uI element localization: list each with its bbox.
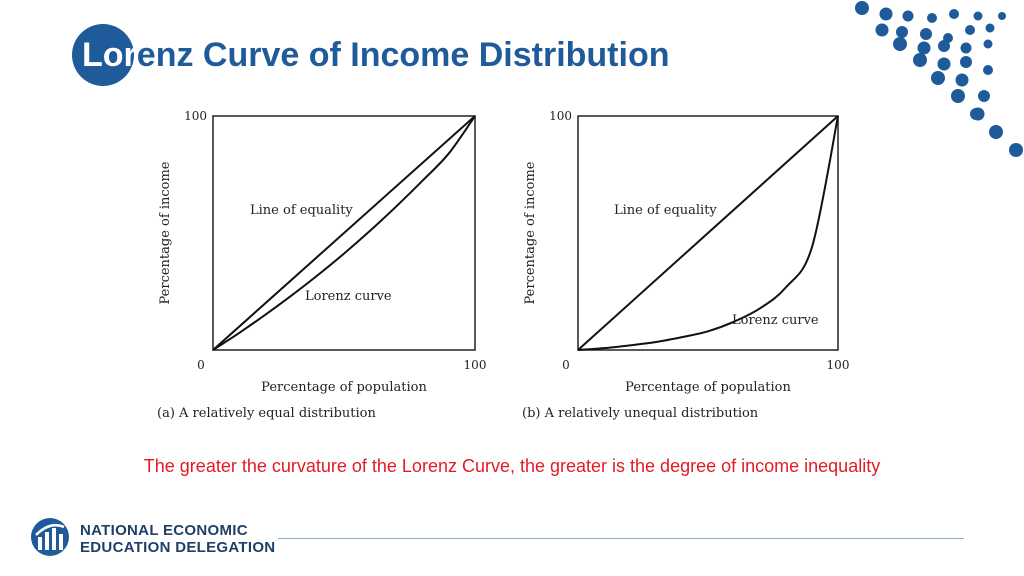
chart-a-lorenz-curve xyxy=(212,115,476,351)
decor-dot xyxy=(1009,143,1023,157)
decor-dot xyxy=(985,23,995,33)
decor-dot xyxy=(913,53,927,67)
chart-a-y-axis-label: Percentage of income xyxy=(158,161,173,304)
footer-divider xyxy=(278,538,964,539)
decor-dot xyxy=(949,9,959,19)
chart-b-annotation-equality: Line of equality xyxy=(614,203,717,218)
org-name-line-1: NATIONAL ECONOMIC xyxy=(80,522,248,539)
chart-b-x-axis-label: Percentage of population xyxy=(625,380,791,395)
decor-dot xyxy=(970,108,982,120)
decor-dot xyxy=(855,1,869,15)
org-name: NATIONAL ECONOMIC EDUCATION DELEGATION xyxy=(80,522,275,556)
decor-dot xyxy=(989,125,1003,139)
dot-pattern-decoration xyxy=(855,1,1023,157)
decor-dot xyxy=(893,37,907,51)
chart-b-x-tick-100: 100 xyxy=(827,358,850,372)
chart-a-annotation-lorenz: Lorenz curve xyxy=(305,289,392,304)
page-title-first: Lor xyxy=(82,36,137,74)
chart-equal-distribution: 100 0 100 Percentage of income Percentag… xyxy=(150,104,490,424)
chart-unequal-distribution: 100 0 100 Percentage of income Percentag… xyxy=(520,104,860,424)
chart-a-frame xyxy=(212,115,476,351)
decor-dot xyxy=(917,41,931,55)
chart-a-annotation-equality: Line of equality xyxy=(250,203,353,218)
decor-dot xyxy=(920,28,932,40)
decor-dot xyxy=(973,11,983,21)
chart-a-x-tick-100: 100 xyxy=(464,358,487,372)
chart-b-x-tick-0: 0 xyxy=(562,358,570,372)
decor-dot xyxy=(896,26,908,38)
decor-dot xyxy=(965,25,975,35)
decor-dot xyxy=(983,39,993,49)
chart-b-frame xyxy=(577,115,839,351)
chart-a-line-of-equality xyxy=(212,115,476,351)
page-title: Lorenz Curve of Income Distribution xyxy=(82,38,670,72)
decor-dot xyxy=(875,23,889,37)
chart-a-caption: (a) A relatively equal distribution xyxy=(157,406,376,421)
chart-a-x-axis-label: Percentage of population xyxy=(261,380,427,395)
title-accent-circle xyxy=(72,24,134,86)
decor-dot xyxy=(983,65,993,75)
chart-b-lorenz-curve xyxy=(577,115,839,351)
inequality-note: The greater the curvature of the Lorenz … xyxy=(143,456,881,476)
chart-b-line-of-equality xyxy=(577,115,839,351)
decor-dot xyxy=(937,57,951,71)
chart-b-caption: (b) A relatively unequal distribution xyxy=(522,406,759,421)
chart-a-y-tick-100: 100 xyxy=(184,109,207,123)
decor-dot xyxy=(902,10,914,22)
decor-dot xyxy=(951,89,965,103)
org-name-line-2: EDUCATION DELEGATION xyxy=(80,539,276,556)
decor-dot xyxy=(879,7,893,21)
chart-b-y-tick-100: 100 xyxy=(549,109,572,123)
chart-a-svg: 100 0 100 Percentage of income Percentag… xyxy=(157,109,487,421)
decor-dot xyxy=(960,42,972,54)
decor-dot xyxy=(960,56,972,68)
chart-a-x-tick-0: 0 xyxy=(197,358,205,372)
chart-b-annotation-lorenz: Lorenz curve xyxy=(732,313,819,328)
decor-dot xyxy=(955,73,969,87)
chart-b-y-axis-label: Percentage of income xyxy=(523,161,538,304)
decor-dot xyxy=(927,13,937,23)
decor-dot xyxy=(998,12,1006,20)
decor-dot xyxy=(931,71,945,85)
ceed-logo-icon xyxy=(31,518,69,556)
chart-b-svg: 100 0 100 Percentage of income Percentag… xyxy=(522,109,850,421)
page-title-rest: enz Curve of Income Distribution xyxy=(136,36,670,74)
decor-dot xyxy=(978,90,990,102)
decor-dot xyxy=(938,40,950,52)
